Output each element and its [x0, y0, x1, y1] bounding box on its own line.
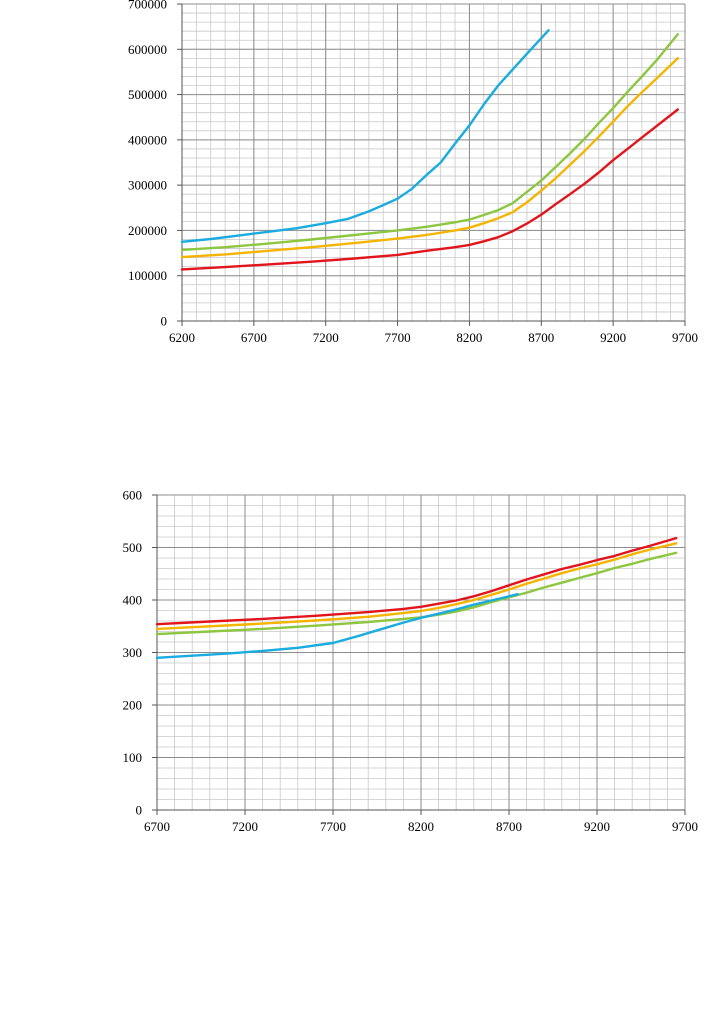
series-line-2	[180, 33, 679, 252]
x-tick-label: 8200	[408, 819, 434, 834]
series-line-3	[180, 57, 679, 259]
x-tick-label: 7200	[313, 330, 339, 345]
x-tick-label: 8200	[456, 330, 482, 345]
y-tick-label: 0	[136, 803, 143, 818]
x-tick-label: 7200	[232, 819, 258, 834]
series-line-3	[155, 551, 678, 636]
top-chart-series	[180, 29, 679, 271]
y-tick-label: 700000	[128, 0, 167, 12]
top-chart-grid	[181, 3, 686, 322]
y-tick-label: 100000	[128, 268, 167, 283]
x-tick-label: 8700	[528, 330, 554, 345]
series-line-2	[155, 542, 678, 631]
x-tick-label: 9200	[600, 330, 626, 345]
bottom-chart-tick-labels: 6700 7200 7700 8200 8700 9200 9700 0 100 200 300 40…	[123, 488, 699, 835]
y-tick-label: 200	[123, 698, 143, 713]
y-tick-label: 500	[123, 540, 143, 555]
top-chart: 6200 6700 7200 7700 8200 8700 9200 9700 0 100000 2…	[128, 0, 698, 345]
top-chart-axes	[177, 3, 686, 326]
y-tick-label: 400000	[128, 132, 167, 147]
x-tick-label: 6200	[169, 330, 195, 345]
x-tick-label: 9200	[584, 819, 610, 834]
x-tick-label: 7700	[385, 330, 411, 345]
y-tick-label: 500000	[128, 87, 167, 102]
y-tick-label: 600	[123, 488, 143, 503]
y-tick-label: 100	[123, 750, 143, 765]
y-tick-label: 300	[123, 645, 143, 660]
series-line-4	[155, 592, 519, 660]
y-tick-label: 0	[161, 314, 168, 329]
y-tick-label: 200000	[128, 223, 167, 238]
x-tick-label: 9700	[672, 819, 698, 834]
top-chart-tick-labels: 6200 6700 7200 7700 8200 8700 9200 9700 0 100000 2…	[128, 0, 698, 345]
x-tick-label: 8700	[496, 819, 522, 834]
bottom-chart-series	[155, 536, 678, 660]
x-tick-label: 7700	[320, 819, 346, 834]
series-line-1	[180, 29, 550, 244]
x-tick-label: 9700	[672, 330, 698, 345]
series-line-1	[155, 536, 678, 626]
x-tick-label: 6700	[241, 330, 267, 345]
x-tick-label: 6700	[144, 819, 170, 834]
series-line-4	[180, 108, 679, 271]
y-tick-label: 600000	[128, 42, 167, 57]
y-tick-label: 300000	[128, 178, 167, 193]
bottom-chart-axes	[152, 494, 686, 815]
bottom-chart: 6700 7200 7700 8200 8700 9200 9700 0 100 200 300 40…	[123, 488, 699, 835]
y-tick-label: 400	[123, 593, 143, 608]
